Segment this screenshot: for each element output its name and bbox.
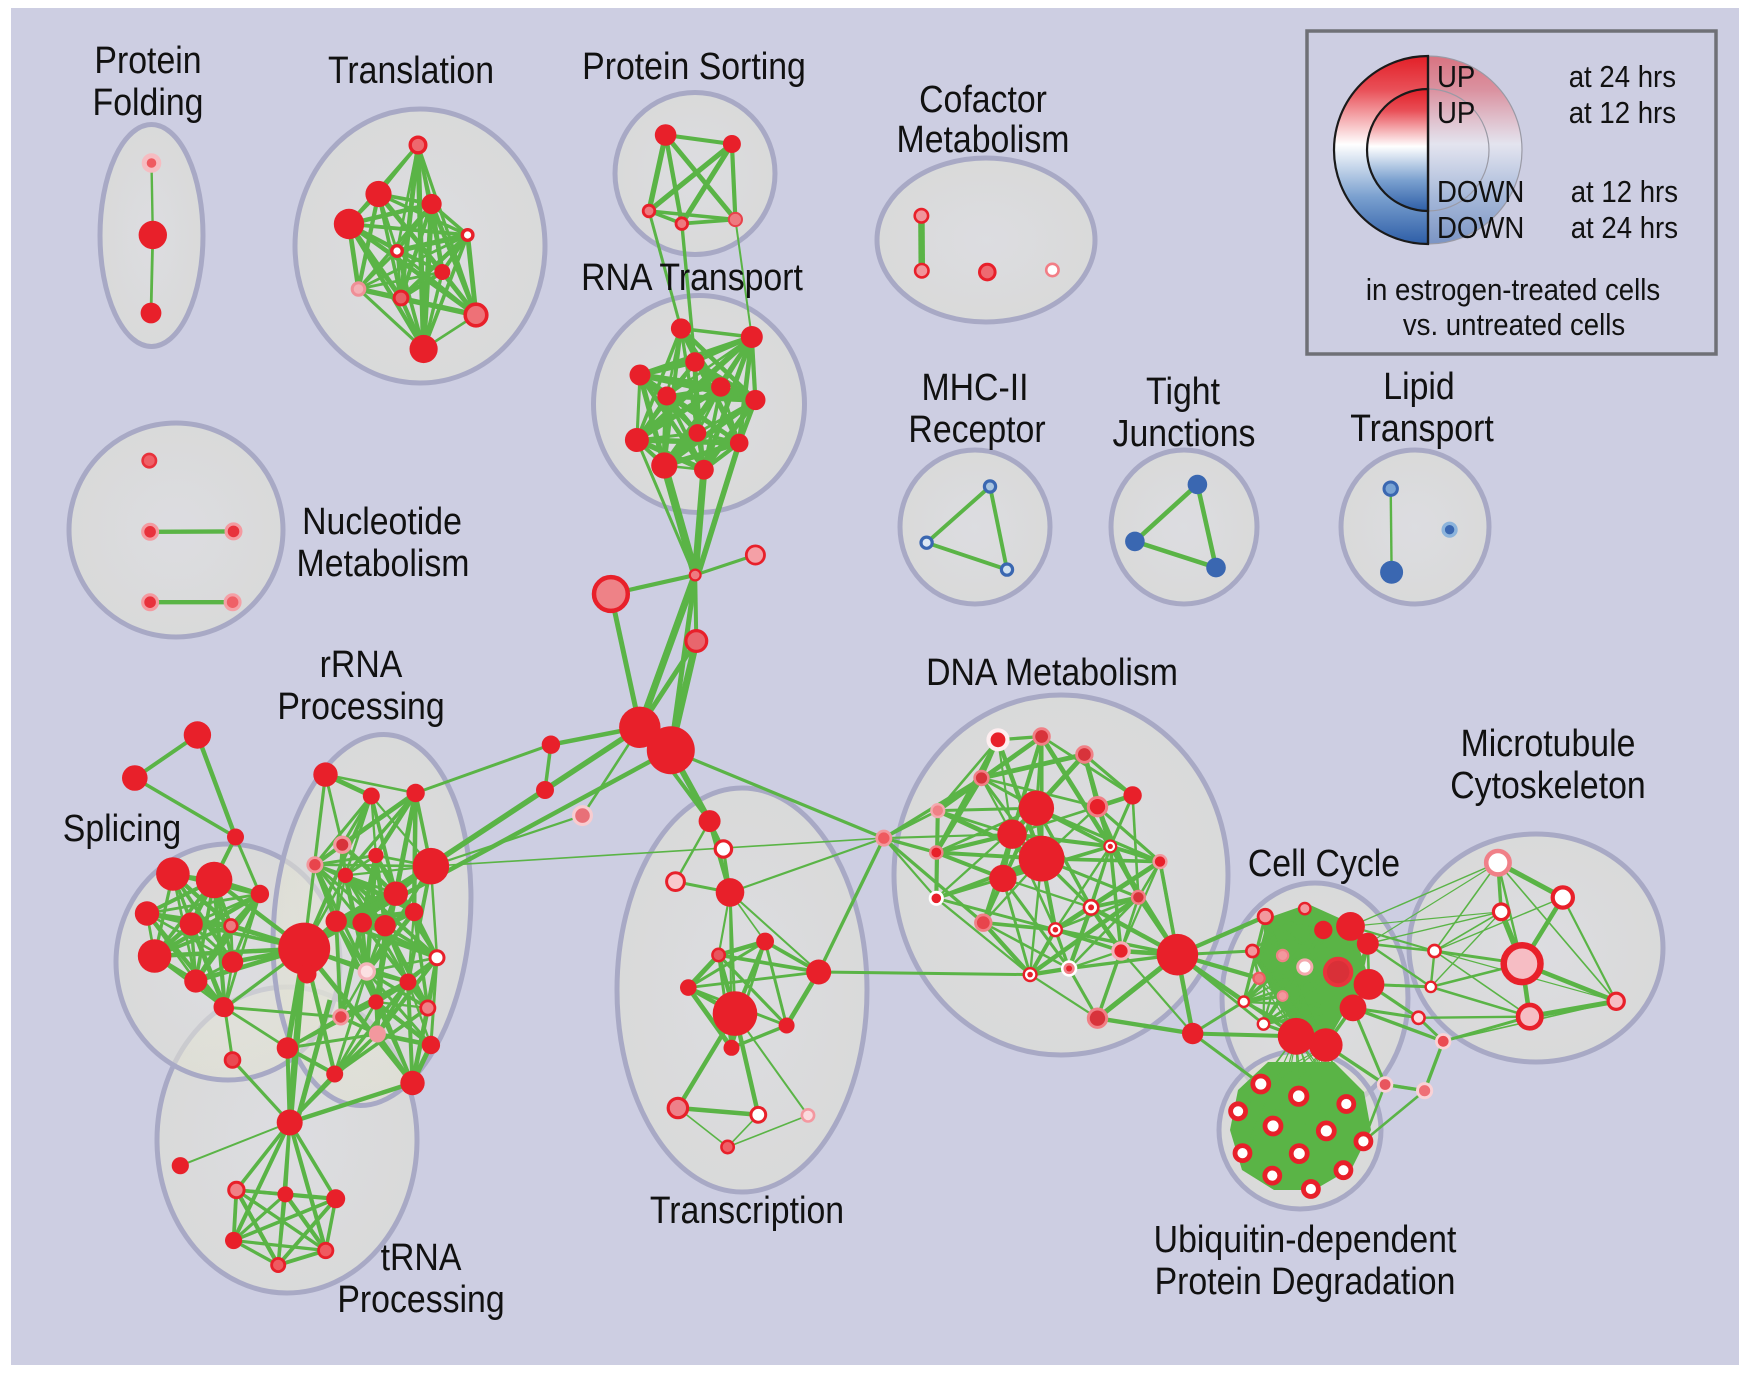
svg-text:DNA Metabolism: DNA Metabolism: [926, 650, 1178, 693]
svg-text:Processing: Processing: [277, 684, 444, 727]
svg-text:vs. untreated cells: vs. untreated cells: [1403, 308, 1625, 343]
svg-text:at 12 hrs: at 12 hrs: [1571, 175, 1678, 210]
svg-text:MHC-II: MHC-II: [921, 365, 1028, 408]
svg-text:Cytoskeleton: Cytoskeleton: [1450, 763, 1646, 806]
svg-text:UP: UP: [1437, 60, 1475, 95]
svg-text:Folding: Folding: [93, 80, 204, 123]
svg-text:Cofactor: Cofactor: [919, 77, 1047, 120]
svg-text:Protein Sorting: Protein Sorting: [582, 44, 806, 87]
svg-text:Tight: Tight: [1146, 369, 1220, 412]
svg-text:Metabolism: Metabolism: [897, 117, 1070, 160]
svg-text:Transport: Transport: [1350, 406, 1493, 449]
svg-text:Lipid: Lipid: [1383, 364, 1454, 407]
svg-text:Metabolism: Metabolism: [297, 541, 470, 584]
svg-text:at 24 hrs: at 24 hrs: [1569, 60, 1676, 95]
svg-text:Protein: Protein: [94, 38, 201, 81]
svg-text:at 24 hrs: at 24 hrs: [1571, 211, 1678, 246]
svg-text:UP: UP: [1437, 96, 1475, 131]
svg-text:Receptor: Receptor: [908, 407, 1045, 450]
svg-text:Translation: Translation: [328, 48, 494, 91]
svg-text:DOWN: DOWN: [1437, 175, 1524, 210]
svg-text:Nucleotide: Nucleotide: [302, 499, 462, 542]
svg-text:Cell Cycle: Cell Cycle: [1248, 841, 1400, 884]
svg-text:Microtubule: Microtubule: [1461, 721, 1636, 764]
svg-text:in estrogen-treated cells: in estrogen-treated cells: [1366, 273, 1660, 308]
svg-text:Protein Degradation: Protein Degradation: [1155, 1259, 1456, 1302]
svg-text:Junctions: Junctions: [1113, 411, 1256, 454]
svg-text:RNA Transport: RNA Transport: [581, 255, 803, 298]
svg-text:Ubiquitin-dependent: Ubiquitin-dependent: [1154, 1217, 1457, 1260]
svg-text:Transcription: Transcription: [650, 1188, 844, 1231]
svg-text:Processing: Processing: [337, 1277, 504, 1320]
svg-text:Splicing: Splicing: [63, 806, 181, 849]
svg-text:rRNA: rRNA: [320, 642, 403, 685]
svg-text:at 12 hrs: at 12 hrs: [1569, 96, 1676, 131]
svg-text:DOWN: DOWN: [1437, 211, 1524, 246]
svg-text:tRNA: tRNA: [381, 1235, 462, 1278]
